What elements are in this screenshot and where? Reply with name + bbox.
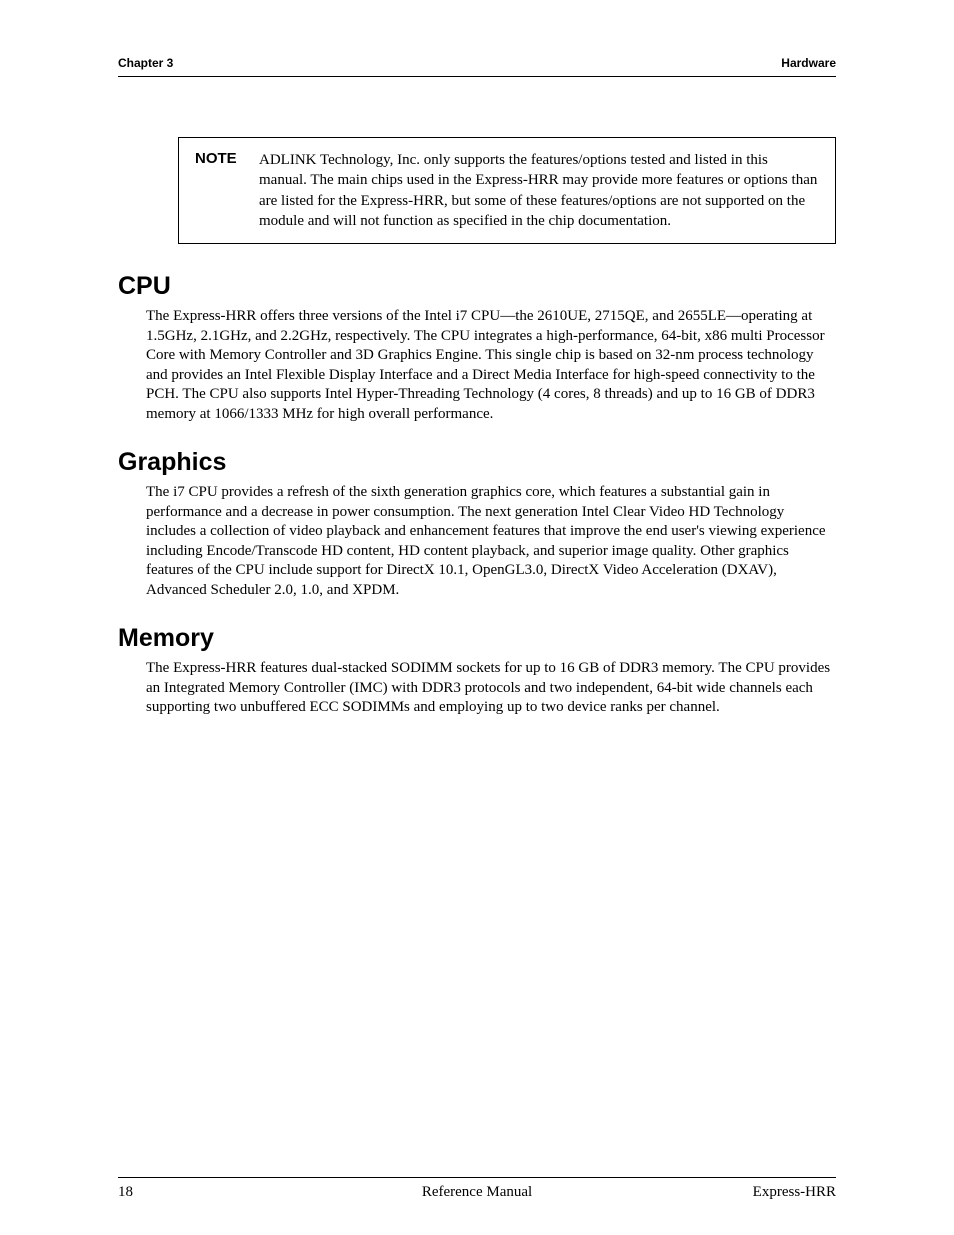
page-header: Chapter 3 Hardware bbox=[118, 56, 836, 77]
section-body-graphics: The i7 CPU provides a refresh of the six… bbox=[146, 483, 836, 600]
note-text: ADLINK Technology, Inc. only supports th… bbox=[259, 150, 819, 231]
section-body-memory: The Express-HRR features dual-stacked SO… bbox=[146, 659, 836, 718]
section-heading-memory: Memory bbox=[118, 624, 836, 653]
section-heading-cpu: CPU bbox=[118, 272, 836, 301]
note-label: NOTE bbox=[195, 150, 259, 231]
footer-right: Express-HRR bbox=[753, 1184, 836, 1201]
note-box: NOTE ADLINK Technology, Inc. only suppor… bbox=[178, 137, 836, 244]
header-left: Chapter 3 bbox=[118, 56, 173, 70]
footer-page-number: 18 bbox=[118, 1184, 133, 1201]
section-heading-graphics: Graphics bbox=[118, 448, 836, 477]
page-footer: 18 Reference Manual Express-HRR bbox=[118, 1177, 836, 1201]
document-page: Chapter 3 Hardware NOTE ADLINK Technolog… bbox=[0, 0, 954, 718]
footer-center: Reference Manual bbox=[422, 1184, 532, 1201]
section-body-cpu: The Express-HRR offers three versions of… bbox=[146, 307, 836, 424]
header-right: Hardware bbox=[781, 56, 836, 70]
